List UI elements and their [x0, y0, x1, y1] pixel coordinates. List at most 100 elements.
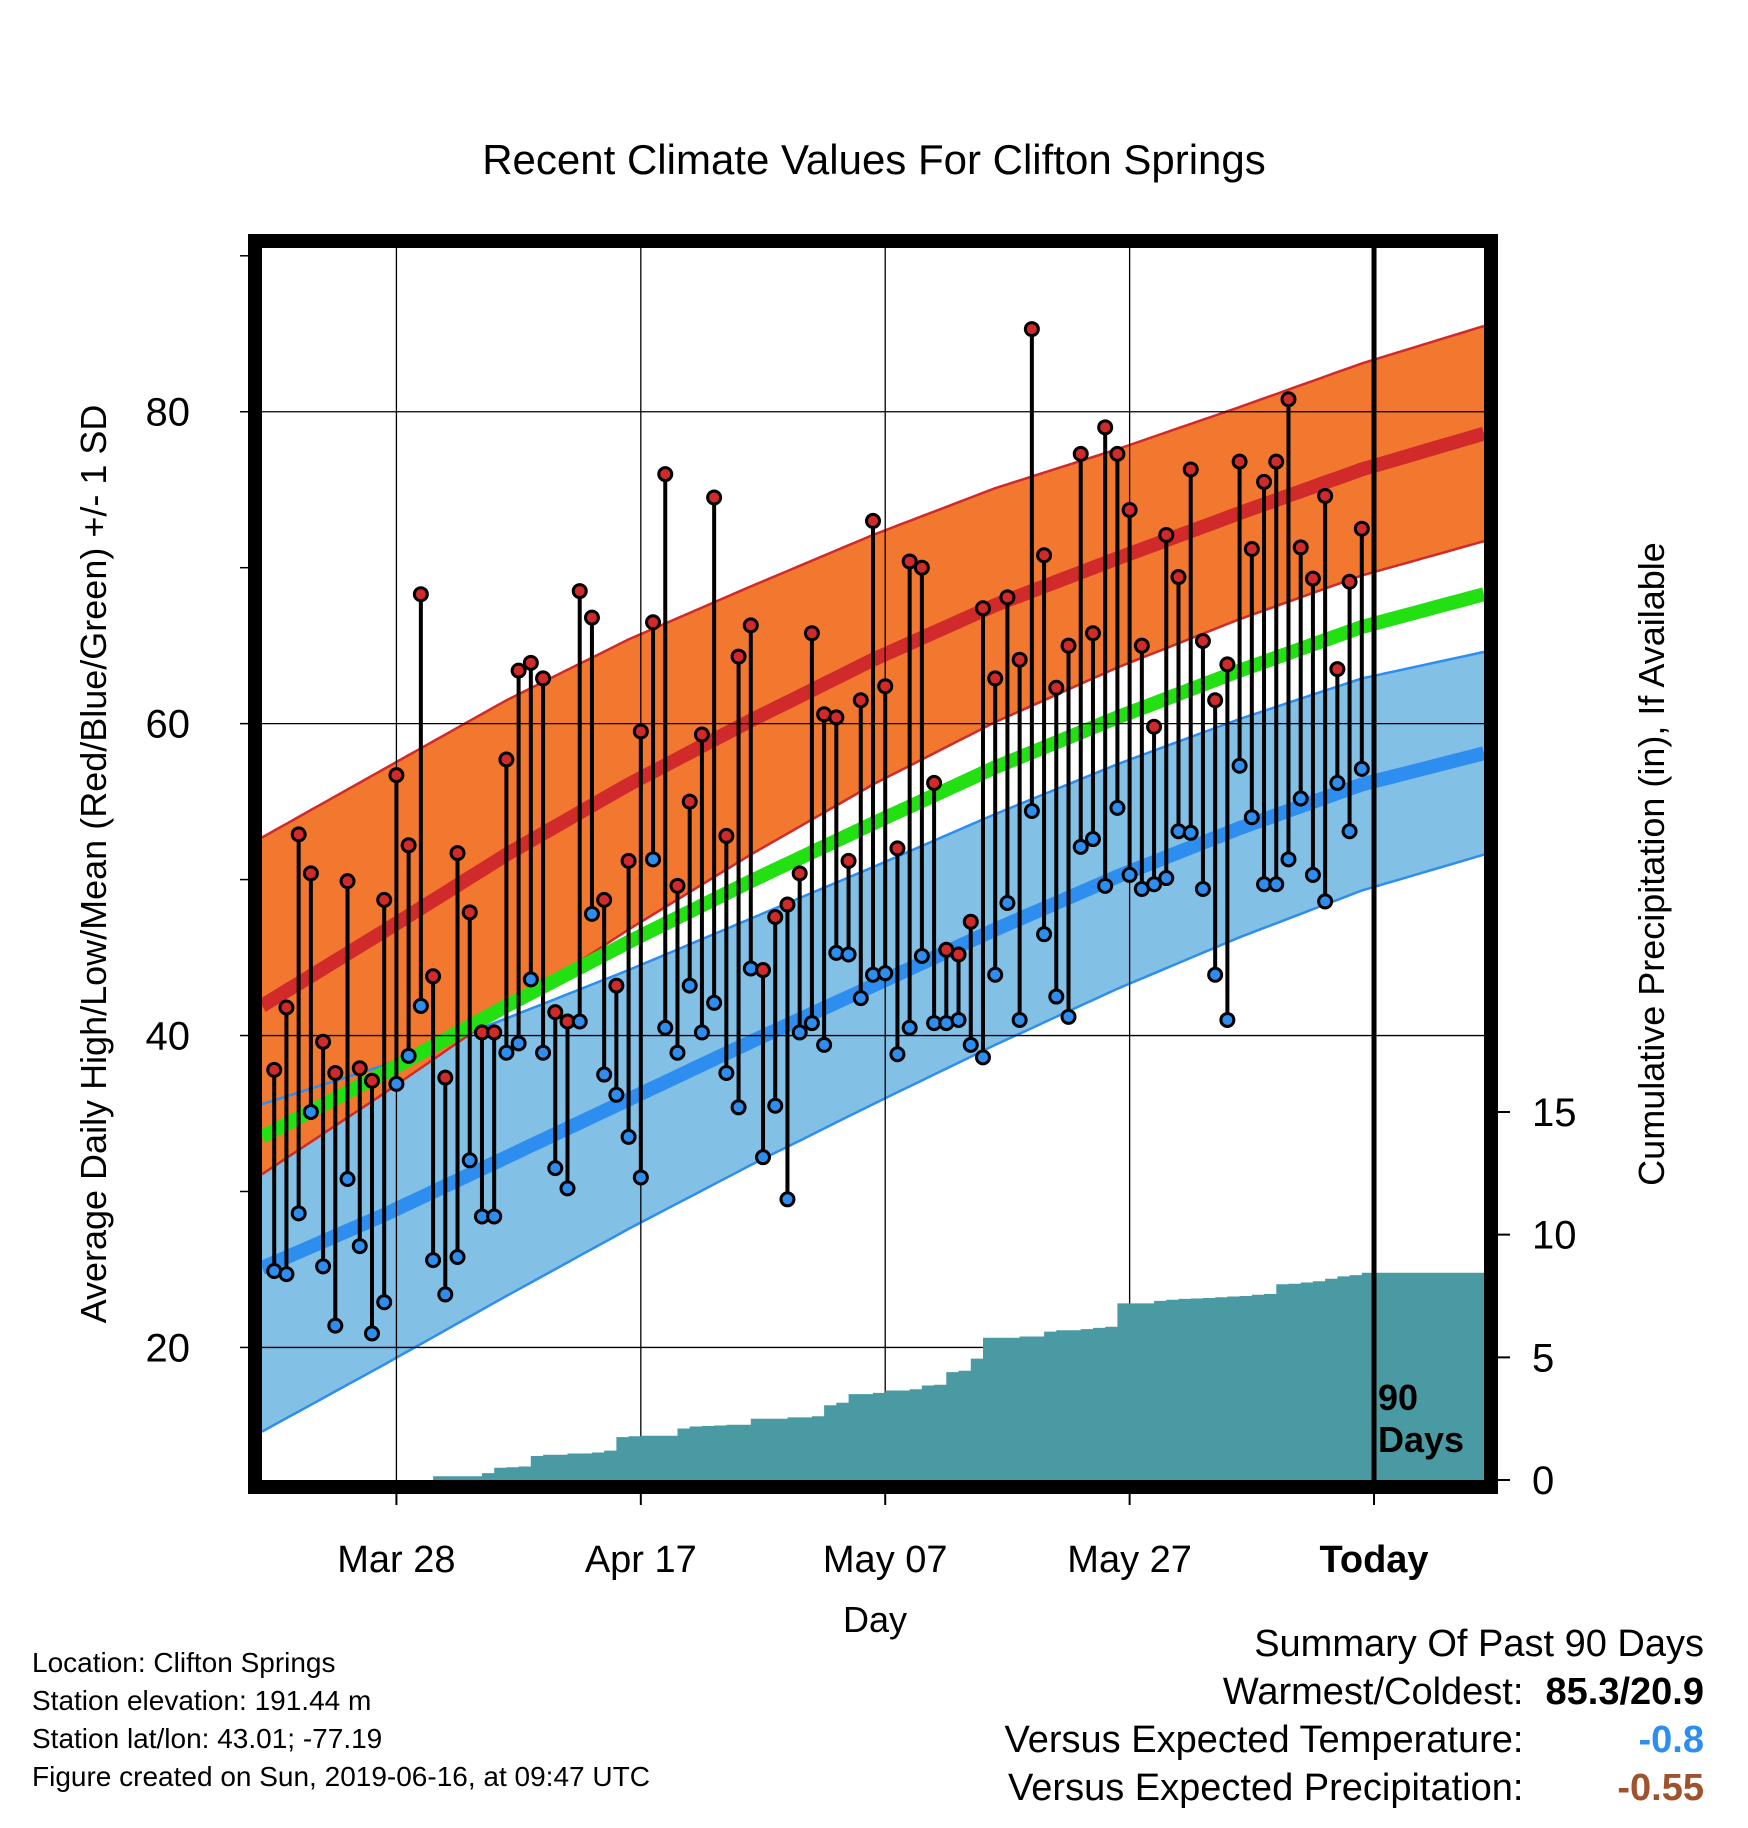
low-point [950, 1011, 967, 1028]
high-point [596, 891, 613, 908]
low-point [1268, 876, 1285, 893]
low-point [1341, 823, 1358, 840]
low-point [632, 1169, 649, 1186]
high-point [718, 827, 735, 844]
high-point [315, 1033, 332, 1050]
plot-area [262, 248, 1484, 1480]
low-point [816, 1036, 833, 1053]
low-point [718, 1064, 735, 1081]
low-point [767, 1097, 784, 1114]
high-point [522, 654, 539, 671]
high-point [1146, 718, 1163, 735]
high-point [669, 877, 686, 894]
high-point [461, 904, 478, 921]
high-point [1182, 461, 1199, 478]
high-point [363, 1072, 380, 1089]
high-point [999, 589, 1016, 606]
y-tick-label: 80 [146, 391, 191, 435]
temp-departure-value: -0.8 [1638, 1719, 1704, 1761]
high-point [926, 774, 943, 791]
high-point [645, 614, 662, 631]
low-point [278, 1266, 295, 1283]
x-tick-label: Today [1319, 1539, 1428, 1581]
high-point [620, 852, 637, 869]
high-point [1072, 445, 1089, 462]
high-point [351, 1060, 368, 1077]
low-point [1353, 760, 1370, 777]
high-point [571, 583, 588, 600]
low-point [461, 1152, 478, 1169]
low-point [571, 1013, 588, 1030]
low-point [1219, 1011, 1236, 1028]
high-point [1292, 539, 1309, 556]
x-tick-label: Apr 17 [585, 1539, 697, 1581]
high-point [1256, 473, 1273, 490]
low-point [1146, 876, 1163, 893]
low-point [302, 1103, 319, 1120]
high-point [498, 751, 515, 768]
precip-departure-label: Versus Expected Precipitation: [1008, 1767, 1524, 1809]
high-point [547, 1004, 564, 1021]
x-tick-label: May 07 [823, 1539, 948, 1581]
low-point [522, 971, 539, 988]
x-tick-label: May 27 [1067, 1539, 1192, 1581]
high-point [1231, 453, 1248, 470]
low-point [1023, 802, 1040, 819]
high-point [1304, 570, 1321, 587]
low-point [1060, 1008, 1077, 1025]
low-point [449, 1248, 466, 1265]
low-point [1207, 966, 1224, 983]
low-point [412, 997, 429, 1014]
high-point [1048, 679, 1065, 696]
low-point [376, 1294, 393, 1311]
high-point [901, 553, 918, 570]
axes: 20 40 60 80 0 5 10 15 Mar 28 Apr 17 May 07 May 27 To… [146, 234, 1577, 1581]
y-tick-label: 60 [146, 703, 191, 747]
high-point [449, 845, 466, 862]
low-point [1304, 866, 1321, 883]
normal-low-line [262, 746, 1484, 1275]
high-point [1170, 569, 1187, 586]
high-point [302, 865, 319, 882]
high-point [412, 586, 429, 603]
high-point [510, 662, 527, 679]
created-text: Figure created on Sun, 2019-06-16, at 09… [32, 1761, 650, 1792]
high-point [791, 865, 808, 882]
precip-departure-value: -0.55 [1617, 1767, 1704, 1809]
high-point [974, 600, 991, 617]
low-point [486, 1208, 503, 1225]
low-point [657, 1019, 674, 1036]
high-point [730, 648, 747, 665]
daily-observations [266, 248, 1377, 1480]
low-point [559, 1180, 576, 1197]
high-point [608, 977, 625, 994]
warmest-coldest-label: Warmest/Coldest: [1222, 1671, 1524, 1713]
high-point [706, 489, 723, 506]
low-point [1121, 866, 1138, 883]
high-point [742, 617, 759, 634]
chart-title: Recent Climate Values For Clifton Spring… [482, 136, 1266, 183]
high-point [535, 670, 552, 687]
high-point [339, 873, 356, 890]
temp-departure-row: Versus Expected Temperature: -0.8 [1005, 1716, 1704, 1764]
low-point [681, 977, 698, 994]
low-point [840, 946, 857, 963]
low-point [889, 1046, 906, 1063]
high-point [828, 709, 845, 726]
low-point [425, 1252, 442, 1269]
high-point [865, 512, 881, 529]
low-point [693, 1024, 710, 1041]
low-point [1109, 799, 1126, 816]
low-point [852, 990, 869, 1007]
location-text: Location: Clifton Springs [32, 1647, 336, 1678]
high-point [266, 1061, 283, 1078]
low-point [583, 905, 600, 922]
low-point [1048, 988, 1065, 1005]
low-point [290, 1205, 307, 1222]
low-point [987, 966, 1004, 983]
high-point [1084, 625, 1101, 642]
low-point [1072, 838, 1089, 855]
high-point [437, 1069, 454, 1086]
low-point [1194, 880, 1211, 897]
low-point [535, 1044, 552, 1061]
